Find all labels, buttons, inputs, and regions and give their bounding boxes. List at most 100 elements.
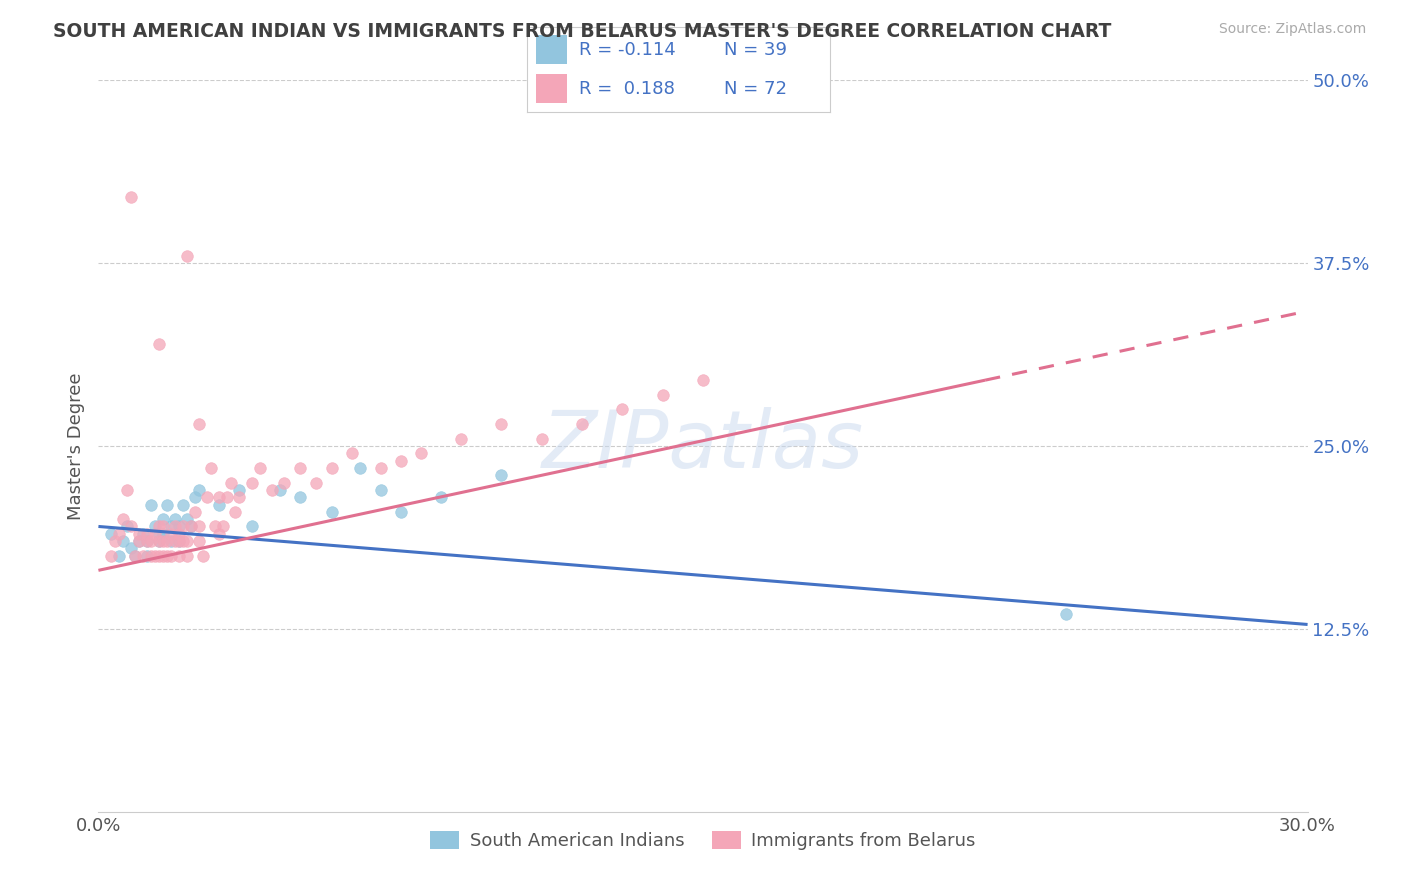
Point [139,498,162,512]
Point [107,526,129,541]
Point [221,475,243,490]
Text: N = 39: N = 39 [724,41,787,59]
Point [450,432,472,446]
Point [172,498,194,512]
Point [409,446,432,460]
Point [107,549,129,563]
Point [321,505,343,519]
Text: ZIPatlas: ZIPatlas [541,407,865,485]
Point [100,526,122,541]
Point [100,549,122,563]
Point [188,417,211,431]
Point [128,526,150,541]
Point [342,446,364,460]
Point [571,417,593,431]
Point [135,526,157,541]
Point [111,512,134,526]
Point [224,505,246,519]
Point [240,475,263,490]
Point [156,498,179,512]
Point [148,534,170,549]
Point [172,534,194,549]
Point [188,483,211,497]
Point [188,534,211,549]
Point [163,512,186,526]
Point [208,490,231,504]
Point [135,534,157,549]
Point [200,461,222,475]
Point [124,549,146,563]
Point [124,549,146,563]
Point [184,505,207,519]
Point [132,526,155,541]
Point [128,534,150,549]
Point [176,534,198,549]
Point [208,526,231,541]
Point [349,461,371,475]
Point [228,490,250,504]
Point [193,549,215,563]
Point [143,526,166,541]
Point [321,461,343,475]
Point [132,549,155,563]
Point [135,549,157,563]
Point [167,526,190,541]
Point [612,402,634,417]
Y-axis label: Master's Degree: Master's Degree [66,372,84,520]
Point [195,490,218,504]
Point [152,534,174,549]
Point [156,534,179,549]
Point [176,249,198,263]
Point [1054,607,1077,622]
Text: SOUTH AMERICAN INDIAN VS IMMIGRANTS FROM BELARUS MASTER'S DEGREE CORRELATION CHA: SOUTH AMERICAN INDIAN VS IMMIGRANTS FROM… [53,22,1112,41]
Point [176,549,198,563]
Point [491,417,513,431]
Bar [536,74,567,103]
Point [160,549,183,563]
Text: Source: ZipAtlas.com: Source: ZipAtlas.com [1219,22,1367,37]
Point [163,519,186,533]
Point [152,519,174,533]
Point [288,490,311,504]
Point [530,432,553,446]
Point [430,490,453,504]
Text: R =  0.188: R = 0.188 [579,79,675,97]
Point [389,453,412,467]
Point [160,526,183,541]
Point [228,483,250,497]
Point [288,461,311,475]
Point [305,475,328,490]
Point [148,336,170,351]
Point [651,388,673,402]
Point [120,519,142,533]
Point [184,490,207,504]
Point [180,519,202,533]
Point [148,519,170,533]
Point [143,519,166,533]
Point [180,519,202,533]
Point [212,519,235,533]
Point [160,534,183,549]
Point [111,534,134,549]
Legend: South American Indians, Immigrants from Belarus: South American Indians, Immigrants from … [423,823,983,857]
Bar [536,36,567,64]
Point [160,519,183,533]
Point [103,534,125,549]
Point [389,505,412,519]
Point [139,534,162,549]
Text: N = 72: N = 72 [724,79,787,97]
Point [148,526,170,541]
Point [204,519,226,533]
Point [128,534,150,549]
Point [188,519,211,533]
Point [115,519,138,533]
Point [269,483,291,497]
Point [167,534,190,549]
Point [370,461,392,475]
Point [692,373,714,387]
Point [148,534,170,549]
Point [120,541,142,556]
Point [167,549,190,563]
Point [115,483,138,497]
Point [152,549,174,563]
